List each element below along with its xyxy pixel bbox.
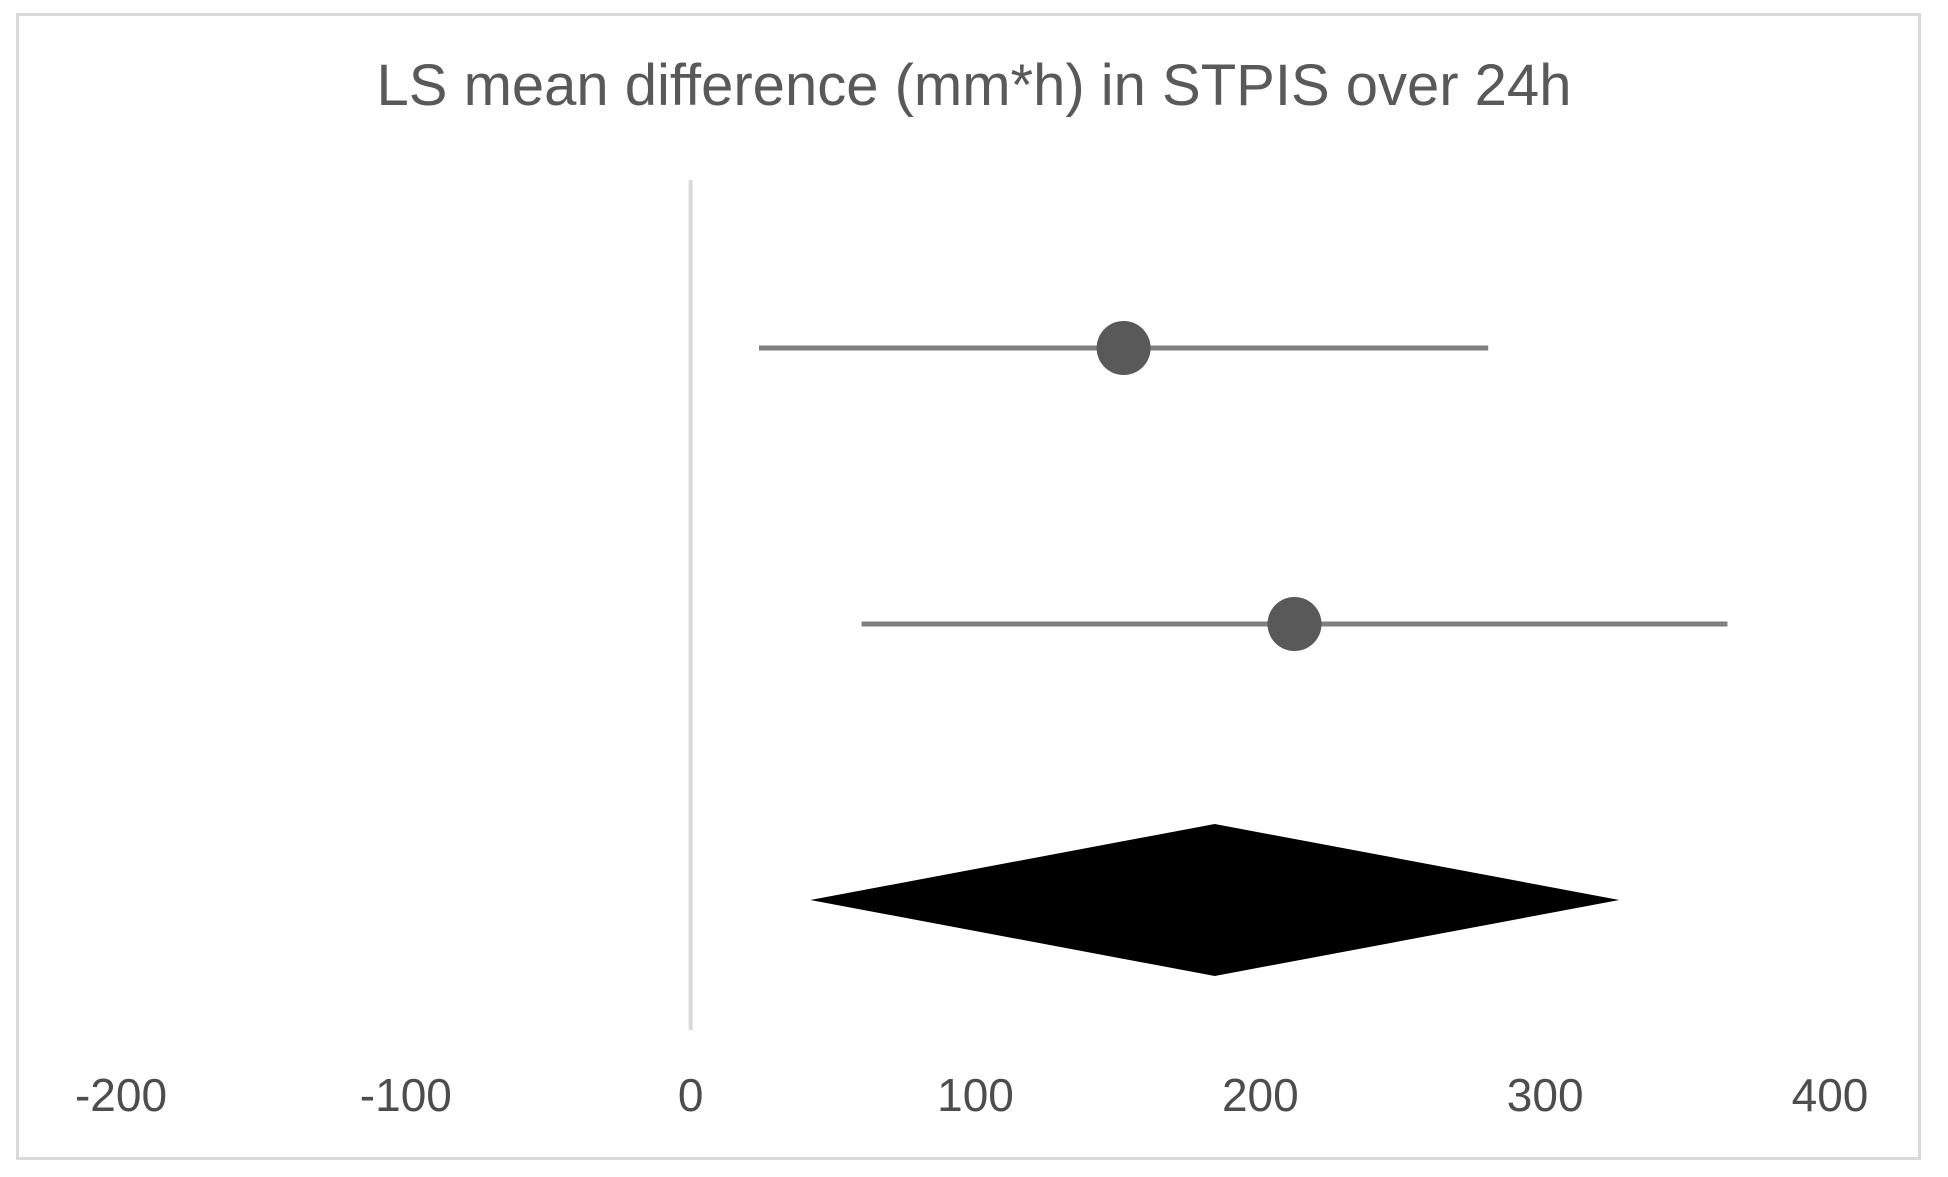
x-axis-tick-label: 300 (1506, 1069, 1584, 1121)
x-axis-tick-label: -200 (74, 1069, 168, 1121)
point-estimate-marker (1096, 321, 1151, 375)
point-estimate-marker (1267, 597, 1322, 651)
x-axis-tick-label: 400 (1791, 1069, 1869, 1121)
x-axis-tick-label: 100 (937, 1069, 1014, 1121)
x-axis-tick-label: 0 (677, 1069, 704, 1121)
pooled-estimate-diamond (810, 824, 1620, 976)
chart-title: LS mean difference (mm*h) in STPIS over … (376, 53, 1572, 118)
x-axis-tick-label: -100 (359, 1069, 452, 1121)
chart-frame (16, 13, 1921, 1160)
x-axis-tick-label: 200 (1221, 1069, 1299, 1121)
